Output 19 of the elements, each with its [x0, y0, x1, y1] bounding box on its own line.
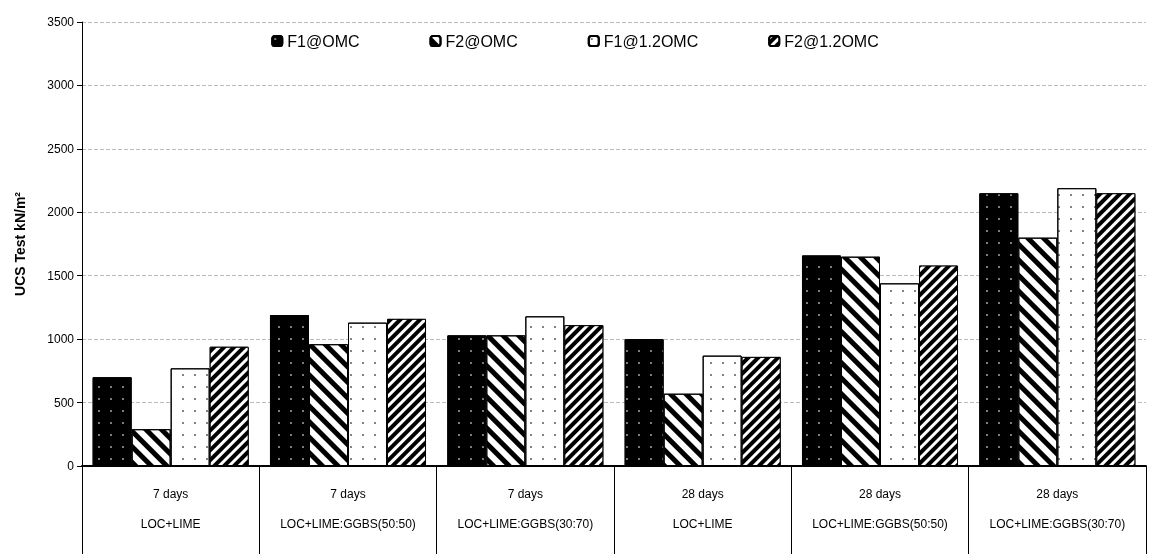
y-tick-label: 3500 [47, 15, 75, 29]
category-label: 28 days LOC+LIME:GGBS(30:70) [989, 486, 1126, 531]
category-label: 28 days LOC+LIME [672, 486, 733, 531]
legend-label: F1@OMC [287, 32, 360, 50]
y-tick-label: 0 [67, 459, 75, 473]
category-label: 28 days LOC+LIME:GGBS(50:50) [812, 486, 948, 531]
category-label: 7 days LOC+LIME:GGBS(30:70) [457, 486, 594, 531]
y-tick-label: 3000 [47, 78, 75, 93]
legend-label: F1@1.2OMC [603, 32, 699, 50]
category-label: 7 days LOC+LIME:GGBS(50:50) [280, 486, 416, 531]
y-tick-label: 1500 [47, 268, 75, 283]
y-tick-label: 2500 [47, 141, 75, 156]
y-tick-label: 2000 [47, 205, 75, 220]
legend-label: F2@OMC [445, 32, 518, 50]
y-axis-title: UCS Test kN/m² [12, 191, 28, 296]
category-label: 7 days LOC+LIME [140, 486, 201, 531]
y-tick-label: 500 [53, 395, 75, 410]
y-tick-label: 1000 [47, 332, 75, 347]
legend-label: F2@1.2OMC [784, 32, 879, 50]
